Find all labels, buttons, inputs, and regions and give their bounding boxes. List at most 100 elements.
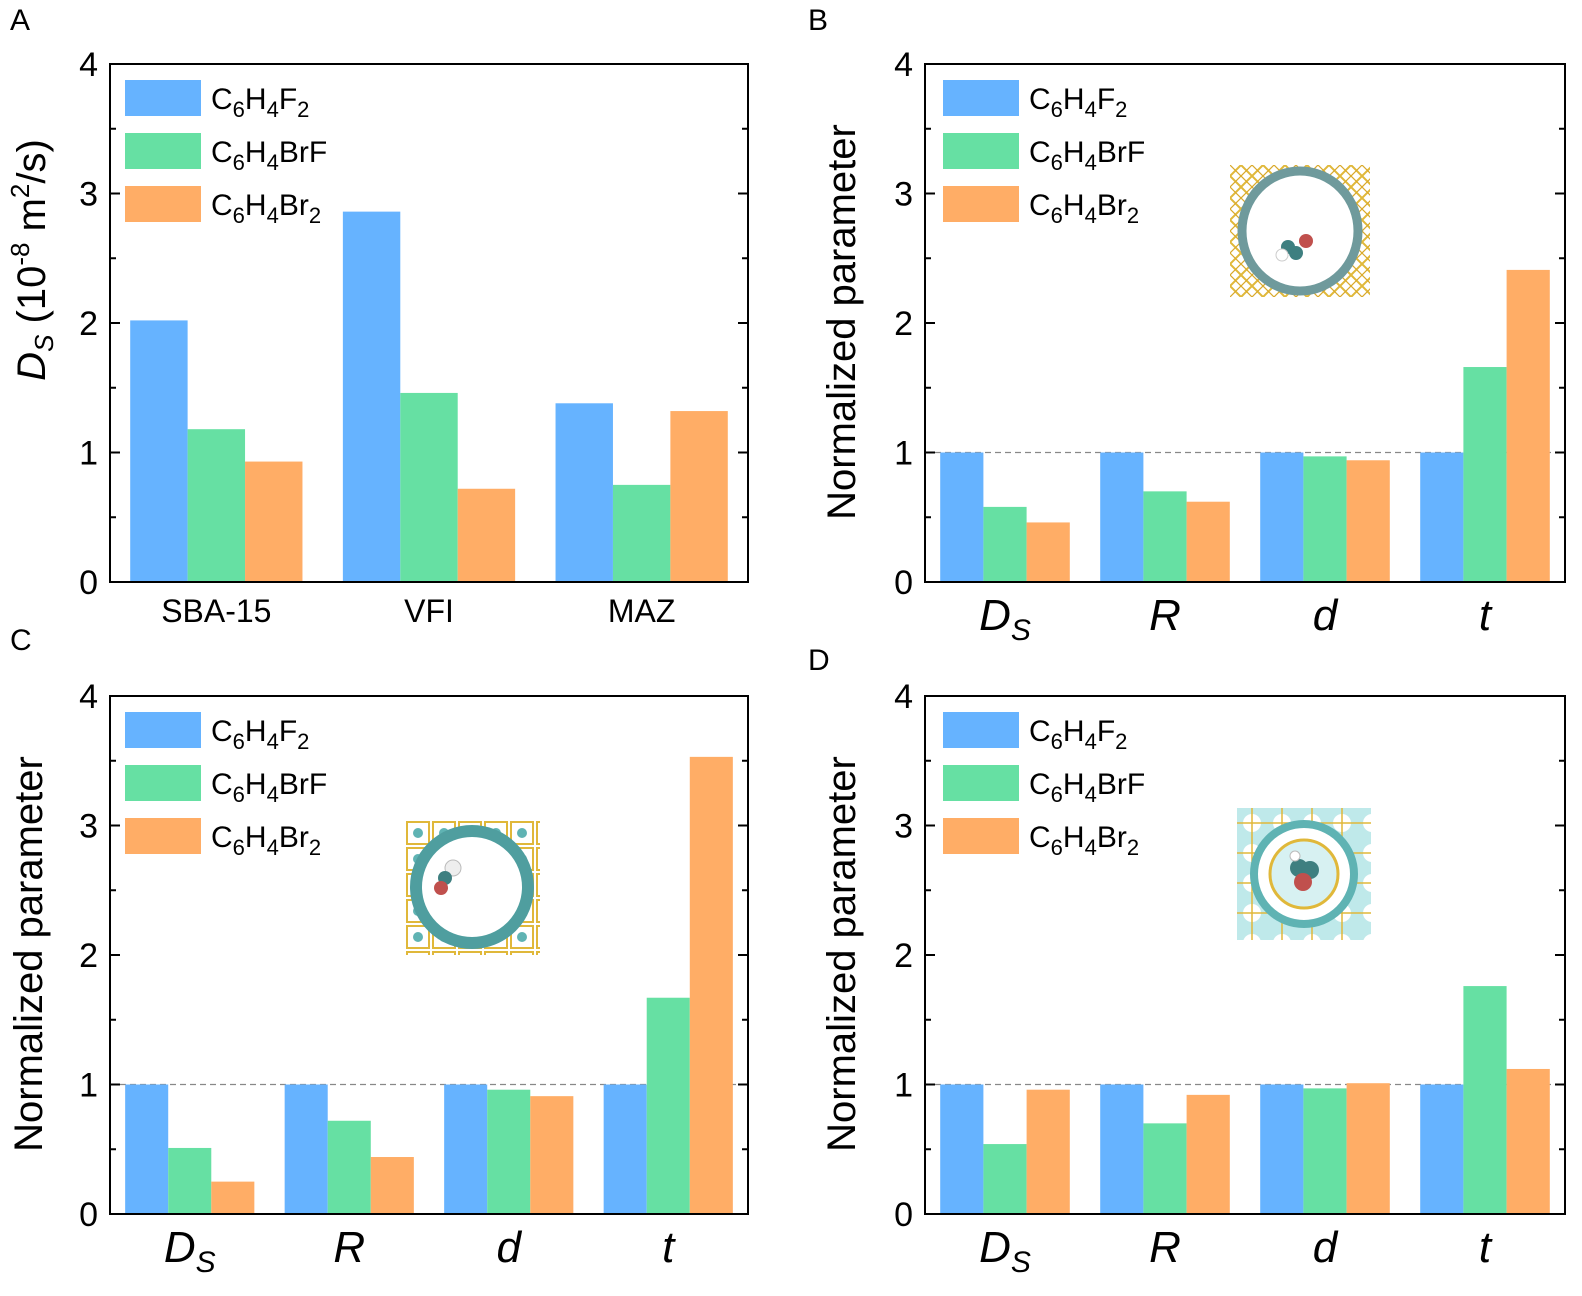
y-tick-label: 3 <box>79 176 98 214</box>
legend-b: C6H4F2 C6H4BrF C6H4Br2 <box>943 80 1145 228</box>
legend-label: C6H4F2 <box>1029 715 1127 754</box>
bar-C6H4BrF-0 <box>983 1144 1027 1214</box>
bar-C6H4BrF-2 <box>612 484 671 582</box>
x-category-label: d <box>1313 1223 1339 1272</box>
y-tick-label: 3 <box>79 808 98 846</box>
bar-C6H4BrF-1 <box>327 1120 371 1214</box>
y-tick-label: 3 <box>894 808 913 846</box>
bar-C6H4Br2-3 <box>689 756 733 1214</box>
legend-swatch <box>943 712 1019 748</box>
bar-C6H4BrF-3 <box>1463 986 1507 1214</box>
bar-C6H4BrF-2 <box>487 1089 531 1214</box>
ylabel-b: Normalized parameter <box>820 124 864 520</box>
bar-C6H4Br2-3 <box>1506 1068 1550 1214</box>
x-category-label: t <box>662 1223 676 1272</box>
bar-C6H4F2-0 <box>125 1084 169 1214</box>
y-tick-label: 1 <box>894 435 913 473</box>
x-category-label: DS <box>979 1223 1031 1279</box>
x-category-label: R <box>1149 591 1181 640</box>
legend-swatch <box>125 712 201 748</box>
bar-C6H4F2-2 <box>1260 452 1304 582</box>
bar-C6H4F2-0 <box>940 1084 984 1214</box>
legend-swatch <box>943 818 1019 854</box>
y-tick-label: 0 <box>79 1196 98 1234</box>
bar-C6H4F2-2 <box>555 403 613 582</box>
y-tick-label: 4 <box>79 46 98 84</box>
ylabel-d: Normalized parameter <box>820 756 864 1152</box>
legend-swatch <box>943 80 1019 116</box>
x-category-label: DS <box>164 1223 216 1279</box>
legend-label: C6H4BrF <box>211 768 327 807</box>
bar-C6H4BrF-0 <box>187 429 246 582</box>
bar-C6H4BrF-1 <box>1143 491 1187 582</box>
panel-letter-c: C <box>10 624 32 657</box>
inset-image-d <box>1237 808 1371 940</box>
bar-C6H4Br2-0 <box>1026 522 1070 582</box>
ylabel-a: DS (10-8 m2/s) <box>5 139 59 381</box>
bar-C6H4Br2-0 <box>245 461 303 582</box>
bar-C6H4BrF-0 <box>983 506 1027 582</box>
x-category-label: d <box>1313 591 1339 640</box>
bar-C6H4F2-3 <box>1420 1084 1464 1214</box>
y-tick-label: 2 <box>79 305 98 343</box>
bar-C6H4BrF-2 <box>1303 456 1347 582</box>
legend-label: C6H4F2 <box>1029 83 1127 122</box>
svg-text:DS (10-8 m2/s): DS (10-8 m2/s) <box>5 139 59 381</box>
y-tick-label: 2 <box>894 937 913 975</box>
legend-swatch <box>943 765 1019 801</box>
bar-C6H4F2-1 <box>1100 452 1144 582</box>
bar-C6H4BrF-1 <box>1143 1123 1187 1214</box>
x-category-label: VFI <box>404 593 454 629</box>
legend-d: C6H4F2 C6H4BrF C6H4Br2 <box>943 712 1145 860</box>
legend-label: C6H4BrF <box>1029 768 1145 807</box>
legend-label: C6H4F2 <box>211 83 309 122</box>
y-tick-label: 1 <box>79 435 98 473</box>
panel-letter-d: D <box>808 644 830 677</box>
legend-swatch <box>125 765 201 801</box>
bar-C6H4F2-0 <box>940 452 984 582</box>
y-tick-label: 2 <box>894 305 913 343</box>
bar-C6H4Br2-2 <box>670 411 728 582</box>
legend-label: C6H4Br2 <box>211 821 321 860</box>
bar-C6H4F2-1 <box>342 211 401 582</box>
y-tick-label: 4 <box>894 678 913 716</box>
bar-C6H4Br2-2 <box>1346 460 1390 582</box>
bar-C6H4Br2-3 <box>1506 269 1550 582</box>
bar-C6H4F2-1 <box>284 1084 328 1214</box>
legend-swatch <box>125 186 201 222</box>
panel-letter-b: B <box>808 4 828 37</box>
inset-image-b <box>1230 165 1370 297</box>
y-tick-label: 0 <box>894 1196 913 1234</box>
legend-c: C6H4F2 C6H4BrF C6H4Br2 <box>125 712 327 860</box>
bar-C6H4Br2-1 <box>457 488 516 582</box>
bar-C6H4F2-3 <box>1420 452 1464 582</box>
x-category-label: SBA-15 <box>161 593 271 629</box>
bar-C6H4Br2-0 <box>1026 1089 1070 1214</box>
plot-area-a: 0 1 2 3 4 SBA-15 VFI MAZ <box>79 46 749 629</box>
legend-swatch <box>943 186 1019 222</box>
bar-C6H4Br2-2 <box>530 1096 574 1214</box>
x-category-label: R <box>1149 1223 1181 1272</box>
x-category-label: t <box>1479 1223 1493 1272</box>
y-tick-label: 1 <box>894 1067 913 1105</box>
bar-C6H4BrF-0 <box>168 1147 212 1214</box>
legend-swatch <box>125 80 201 116</box>
x-category-label: R <box>333 1223 365 1272</box>
bar-C6H4Br2-2 <box>1346 1083 1390 1214</box>
bar-C6H4BrF-2 <box>1303 1088 1347 1214</box>
y-tick-label: 2 <box>79 937 98 975</box>
y-tick-label: 0 <box>79 564 98 602</box>
legend-label: C6H4Br2 <box>1029 189 1139 228</box>
legend-swatch <box>943 133 1019 169</box>
bar-C6H4F2-0 <box>130 320 188 582</box>
x-category-label: MAZ <box>608 593 676 629</box>
panel-letter-a: A <box>10 4 30 37</box>
bar-C6H4Br2-1 <box>1186 1094 1230 1214</box>
legend-swatch <box>125 133 201 169</box>
y-tick-label: 4 <box>79 678 98 716</box>
